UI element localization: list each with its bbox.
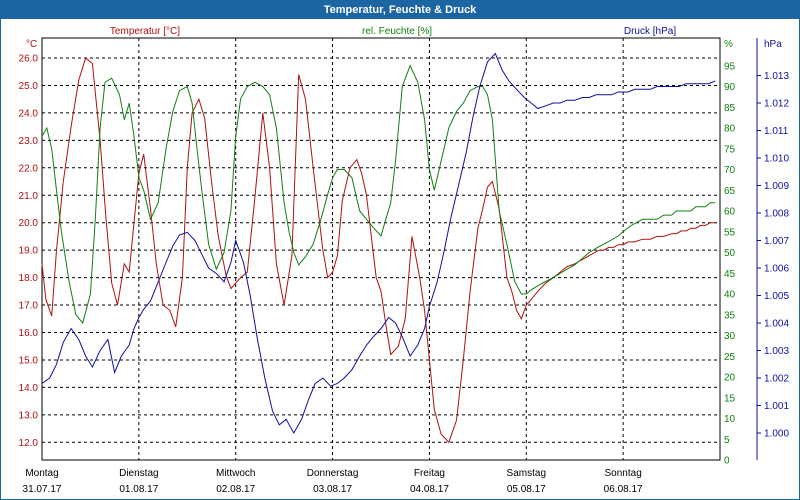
pressure-tick-label: 1.005 [764,291,789,302]
temp-tick-label: 14.0 [19,383,39,394]
pressure-tick-label: 1.009 [764,181,789,192]
humidity-axis-title: rel. Feuchte [%] [362,26,432,37]
x-tick-day-label: Mittwoch [216,468,255,479]
x-tick-date-label: 03.08.17 [313,484,352,495]
x-tick-labels: Montag 31.07.17 Dienstag 01.08.17 Mittwoch 02… [23,468,644,495]
humidity-tick-label: 0 [724,456,730,467]
temp-tick-label: 16.0 [19,328,39,339]
humidity-tick-label: 65 [724,186,736,197]
temp-tick-label: 19.0 [19,246,39,257]
pressure-tick-label: 1.004 [764,319,789,330]
temp-tick-label: 23.0 [19,136,39,147]
humidity-tick-label: 90 [724,82,736,93]
temp-tick-label: 17.0 [19,301,39,312]
temp-tick-label: 20.0 [19,218,39,229]
x-tick-date-label: 01.08.17 [119,484,158,495]
humidity-tick-label: 70 [724,165,736,176]
humidity-tick-label: 60 [724,207,736,218]
window-title: Temperatur, Feuchte & Druck [1,1,799,19]
temp-tick-label: 26.0 [19,54,39,65]
temp-tick-label: 24.0 [19,108,39,119]
humidity-tick-label: 75 [724,144,736,155]
x-tick-day-label: Samstag [507,468,546,479]
x-tick-date-label: 05.08.17 [507,484,546,495]
humidity-tick-label: 5 [724,435,730,446]
humidity-tick-label: 25 [724,352,736,363]
x-tick-date-label: 02.08.17 [216,484,255,495]
temp-tick-label: 22.0 [19,163,39,174]
pressure-tick-label: 1.012 [764,99,789,110]
x-tick-day-label: Dienstag [119,468,158,479]
humidity-tick-label: 55 [724,227,736,238]
grid [42,38,720,460]
temp-tick-label: 12.0 [19,438,39,449]
series-line-hum [41,64,716,325]
pressure-tick-label: 1.001 [764,401,789,412]
plot-area-border [41,37,721,461]
temp-tick-label: 13.0 [19,410,39,421]
pressure-tick-label: 1.006 [764,264,789,275]
temp-tick-label: 15.0 [19,355,39,366]
humidity-unit-label: % [724,39,733,50]
pressure-tick-label: 1.002 [764,374,789,385]
humidity-tick-label: 85 [724,103,736,114]
pressure-tick-label: 1.008 [764,209,789,220]
humidity-tick-label: 15 [724,393,736,404]
plot-border [41,37,721,461]
x-tick-day-label: Freitag [414,468,445,479]
humidity-tick-label: 10 [724,414,736,425]
series-line-pres [41,52,716,435]
temp-axis-title: Temperatur [°C] [110,26,180,37]
pressure-tick-label: 1.007 [764,236,789,247]
humidity-tick-label: 80 [724,124,736,135]
humidity-tick-label: 45 [724,269,736,280]
x-tick-day-label: Montag [25,468,58,479]
temp-tick-label: 25.0 [19,81,39,92]
humidity-tick-label: 50 [724,248,736,259]
pressure-tick-label: 1.003 [764,346,789,357]
humidity-tick-label: 40 [724,290,736,301]
pressure-tick-label: 1.010 [764,154,789,165]
temp-tick-label: 21.0 [19,191,39,202]
pressure-unit-label: hPa [764,39,782,50]
pressure-tick-label: 1.000 [764,429,789,440]
humidity-tick-label: 20 [724,373,736,384]
humidity-tick-label: 30 [724,331,736,342]
x-tick-date-label: 04.08.17 [410,484,449,495]
x-tick-day-label: Donnerstag [307,468,359,479]
x-tick-date-label: 31.07.17 [23,484,62,495]
humidity-tick-label: 95 [724,61,736,72]
series-layer [41,52,716,444]
pressure-tick-label: 1.013 [764,71,789,82]
series-line-temp [41,57,716,444]
x-tick-date-label: 06.08.17 [604,484,643,495]
humidity-tick-label: 35 [724,310,736,321]
pressure-axis-title: Druck [hPa] [624,26,676,37]
temp-tick-label: 18.0 [19,273,39,284]
pressure-tick-label: 1.011 [764,126,789,137]
temp-unit-label: °C [26,39,37,50]
axes-layer: 26.0 25.0 24.0 23.0 22.0 21.0 20.0 19.0 18.0 17.0… [19,26,790,467]
x-tick-day-label: Sonntag [605,468,642,479]
